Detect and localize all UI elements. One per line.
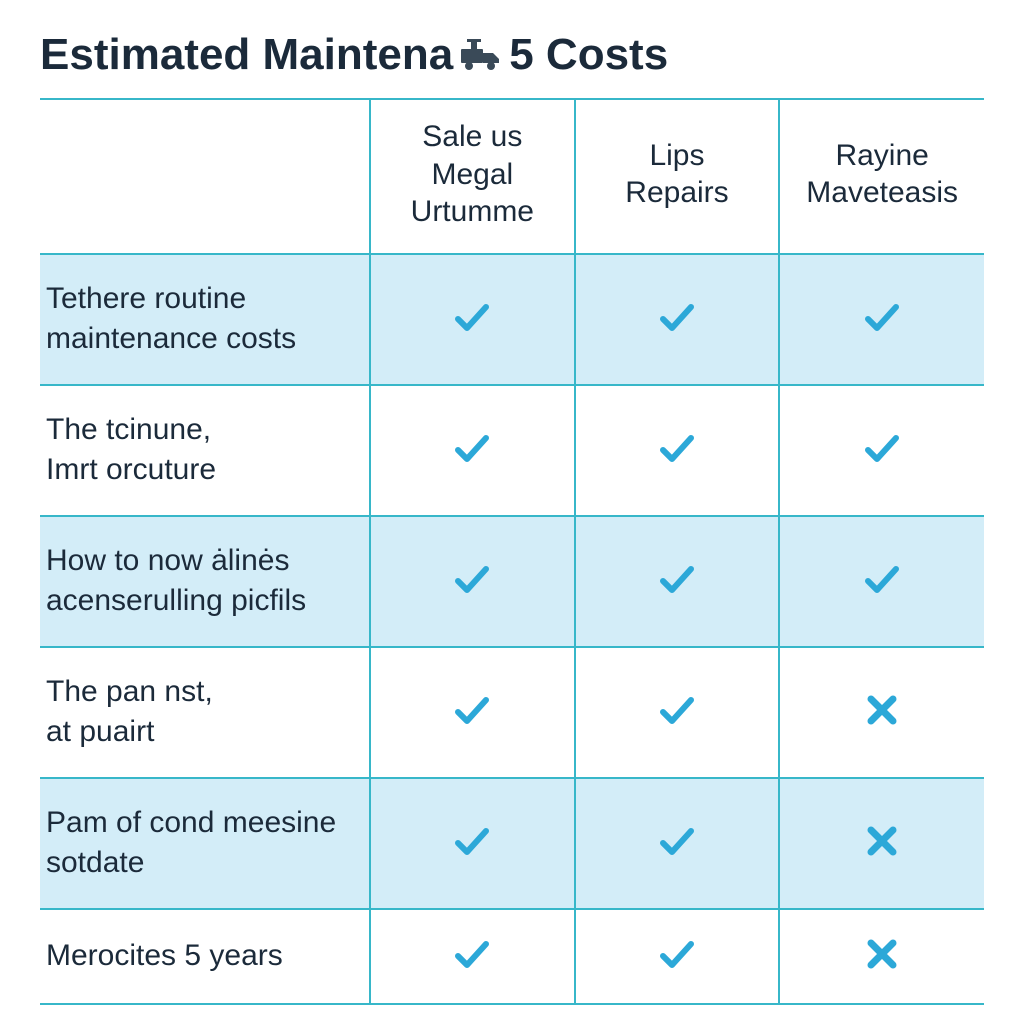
table-body: Tethere routine maintenance costsThe tci… bbox=[40, 254, 984, 1004]
column-header: RayineMaveteasis bbox=[779, 99, 984, 254]
check-icon bbox=[452, 934, 492, 974]
truck-icon bbox=[457, 35, 505, 75]
check-icon bbox=[657, 690, 697, 730]
title-part1: Estimated Maintena bbox=[40, 30, 453, 80]
cell-check bbox=[370, 647, 575, 778]
check-icon bbox=[862, 428, 902, 468]
header-empty bbox=[40, 99, 370, 254]
cell-check bbox=[575, 909, 780, 1004]
row-label: Tethere routine maintenance costs bbox=[40, 254, 370, 385]
x-icon bbox=[862, 821, 902, 861]
table-row: Tethere routine maintenance costs bbox=[40, 254, 984, 385]
column-header-label: LipsRepairs bbox=[625, 139, 728, 210]
row-label: How to now ȧlinės acenserulling picfils bbox=[40, 516, 370, 647]
check-icon bbox=[862, 559, 902, 599]
table-row: Pam of cond meesine sotdate bbox=[40, 778, 984, 909]
cell-x bbox=[779, 647, 984, 778]
table-header: Sale usMegalUrtumme LipsRepairs RayineMa… bbox=[40, 99, 984, 254]
cell-check bbox=[370, 516, 575, 647]
check-icon bbox=[657, 559, 697, 599]
check-icon bbox=[657, 297, 697, 337]
row-label: The pan nst,at puairt bbox=[40, 647, 370, 778]
cell-x bbox=[779, 909, 984, 1004]
cell-check bbox=[370, 909, 575, 1004]
column-header: Sale usMegalUrtumme bbox=[370, 99, 575, 254]
row-label: The tcinune,Imrt orcuture bbox=[40, 385, 370, 516]
check-icon bbox=[452, 690, 492, 730]
cell-check bbox=[575, 778, 780, 909]
table-row: Merocites 5 years bbox=[40, 909, 984, 1004]
comparison-table: Sale usMegalUrtumme LipsRepairs RayineMa… bbox=[40, 98, 984, 1005]
page-title: Estimated Maintena 5 Costs bbox=[40, 30, 984, 80]
x-icon bbox=[862, 934, 902, 974]
check-icon bbox=[452, 428, 492, 468]
table-row: How to now ȧlinės acenserulling picfils bbox=[40, 516, 984, 647]
cell-check bbox=[779, 254, 984, 385]
column-header: LipsRepairs bbox=[575, 99, 780, 254]
check-icon bbox=[657, 934, 697, 974]
cell-check bbox=[370, 254, 575, 385]
column-header-label: RayineMaveteasis bbox=[806, 139, 958, 210]
check-icon bbox=[452, 559, 492, 599]
cell-check bbox=[779, 516, 984, 647]
cell-check bbox=[575, 516, 780, 647]
cell-x bbox=[779, 778, 984, 909]
table-row: The tcinune,Imrt orcuture bbox=[40, 385, 984, 516]
table-row: The pan nst,at puairt bbox=[40, 647, 984, 778]
x-icon bbox=[862, 690, 902, 730]
row-label: Pam of cond meesine sotdate bbox=[40, 778, 370, 909]
check-icon bbox=[657, 428, 697, 468]
cell-check bbox=[575, 647, 780, 778]
cell-check bbox=[370, 385, 575, 516]
check-icon bbox=[862, 297, 902, 337]
check-icon bbox=[452, 297, 492, 337]
row-label: Merocites 5 years bbox=[40, 909, 370, 1004]
check-icon bbox=[657, 821, 697, 861]
cell-check bbox=[370, 778, 575, 909]
column-header-label: Sale usMegalUrtumme bbox=[411, 120, 534, 228]
cell-check bbox=[575, 385, 780, 516]
title-part2: 5 Costs bbox=[509, 30, 668, 80]
cell-check bbox=[575, 254, 780, 385]
cell-check bbox=[779, 385, 984, 516]
check-icon bbox=[452, 821, 492, 861]
